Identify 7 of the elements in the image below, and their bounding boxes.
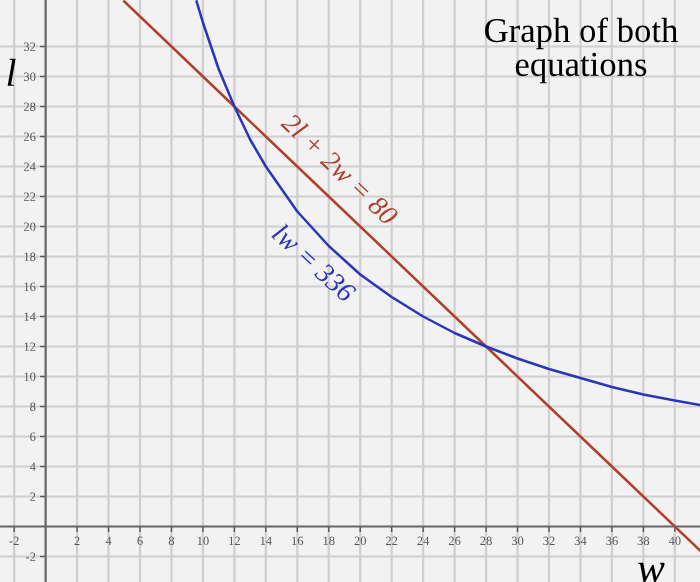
- text: lw = 336: [271, 222, 358, 304]
- y-axis-title: l: [7, 58, 16, 86]
- text: 2l + 2w = 80: [280, 111, 400, 227]
- text: Graph of both equations: [485, 17, 678, 84]
- line-series: [195, 0, 700, 407]
- x-axis-title: w: [638, 562, 665, 582]
- line-series: [123, 0, 700, 552]
